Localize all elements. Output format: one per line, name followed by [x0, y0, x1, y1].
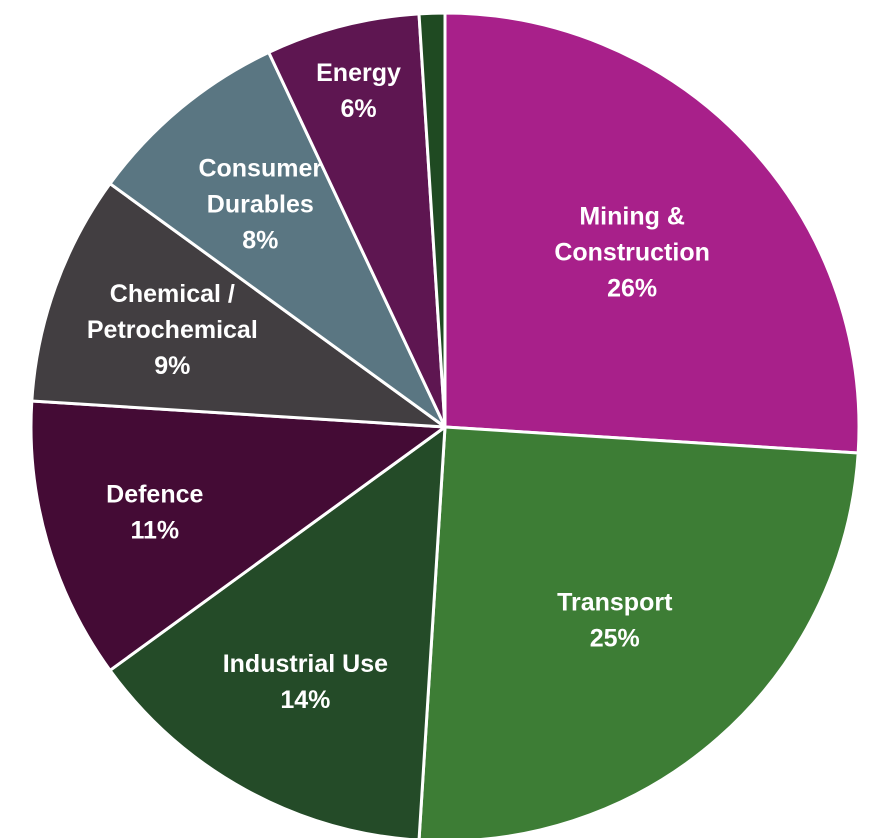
pie-slice-energy [267, 12, 447, 429]
slice-label-chemical-petrochemical: Chemical / Petrochemical 9% [87, 280, 258, 380]
pie-slice-transport [417, 425, 860, 838]
slice-category-line: Chemical / [110, 280, 235, 308]
pie-slice-defence [29, 399, 447, 672]
slice-label-defence: Defence 11% [106, 480, 203, 544]
slice-label-mining-construction: Mining & Construction 26% [554, 202, 710, 302]
slice-category-line: Construction [554, 238, 710, 266]
slice-category-line: Defence [106, 480, 203, 508]
pie-slice-mining-construction [443, 11, 861, 455]
slice-category-line: Durables [207, 191, 314, 219]
pie-slices [29, 11, 861, 838]
slice-percent: 9% [154, 352, 190, 380]
slice-label-transport: Transport 25% [557, 589, 673, 653]
pie-slice-other [417, 11, 447, 429]
slice-label-energy: Energy 6% [316, 59, 401, 123]
slice-percent: 8% [242, 227, 278, 255]
pie-slice-consumer-durables [108, 50, 447, 429]
pie-slice-chemical-petrochemical [30, 182, 447, 429]
slice-category-line: Petrochemical [87, 316, 258, 344]
slice-percent: 25% [590, 625, 640, 653]
slice-category-line: Consumer [198, 155, 322, 183]
slice-label-consumer-durables: Consumer Durables 8% [198, 155, 322, 255]
slice-category-line: Industrial Use [223, 650, 388, 678]
slice-category-line: Energy [316, 59, 401, 87]
pie-labels: Mining & Construction 26% Transport 25% Indus… [87, 59, 710, 714]
slice-percent: 26% [607, 274, 657, 302]
slice-category-line: Mining & [579, 202, 685, 230]
slice-category-line: Transport [557, 589, 673, 617]
slice-label-industrial-use: Industrial Use 14% [223, 650, 388, 714]
slice-percent: 14% [280, 686, 330, 714]
slice-percent: 6% [340, 95, 376, 123]
pie-slice-industrial-use [108, 425, 447, 838]
slice-percent: 11% [130, 516, 179, 544]
